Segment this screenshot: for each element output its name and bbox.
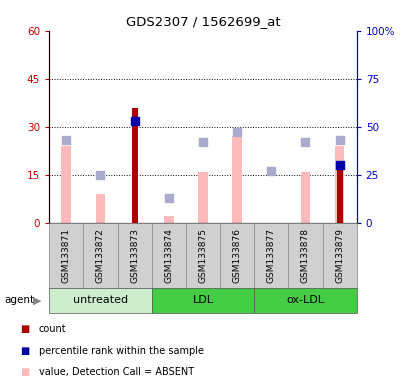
Bar [131,108,137,223]
Bar [336,168,342,223]
Title: GDS2307 / 1562699_at: GDS2307 / 1562699_at [125,15,280,28]
Bar [49,288,151,313]
Text: ■: ■ [20,367,30,377]
Text: GSM133873: GSM133873 [130,228,139,283]
Point [335,162,342,168]
Bar [61,146,71,223]
Bar [185,223,220,288]
Point [301,139,308,145]
Point [131,118,137,124]
Bar [49,223,83,288]
Text: ▶: ▶ [33,295,41,306]
Point [63,137,70,143]
Point [97,172,103,178]
Point [335,137,342,143]
Bar [151,223,185,288]
Text: ox-LDL: ox-LDL [286,295,324,306]
Bar [83,223,117,288]
Bar [254,288,356,313]
Text: GSM133878: GSM133878 [300,228,309,283]
Text: GSM133879: GSM133879 [334,228,343,283]
Bar [334,146,344,223]
Bar [95,194,105,223]
Text: LDL: LDL [192,295,213,306]
Bar [232,136,241,223]
Bar [151,288,254,313]
Text: value, Detection Call = ABSENT: value, Detection Call = ABSENT [39,367,193,377]
Bar [322,223,356,288]
Bar [288,223,322,288]
Text: untreated: untreated [73,295,128,306]
Bar [254,223,288,288]
Text: agent: agent [4,295,34,306]
Text: GSM133874: GSM133874 [164,228,173,283]
Bar [117,223,151,288]
Bar [164,216,173,223]
Point [267,168,274,174]
Bar [300,172,310,223]
Text: count: count [39,324,66,334]
Bar [220,223,254,288]
Text: ■: ■ [20,324,30,334]
Text: GSM133876: GSM133876 [232,228,241,283]
Text: GSM133871: GSM133871 [62,228,71,283]
Point [233,129,240,136]
Point [199,139,206,145]
Text: GSM133875: GSM133875 [198,228,207,283]
Text: ■: ■ [20,346,30,356]
Text: GSM133872: GSM133872 [96,228,105,283]
Point [165,195,172,201]
Text: GSM133877: GSM133877 [266,228,275,283]
Text: percentile rank within the sample: percentile rank within the sample [39,346,203,356]
Bar [198,172,207,223]
